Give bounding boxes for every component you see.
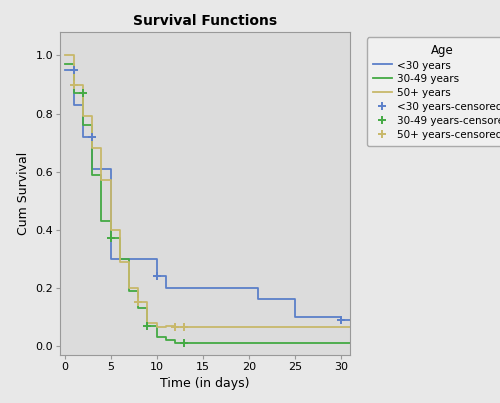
30-49 years (71, 91, 77, 96)
50+ years (163, 323, 169, 328)
50+ years (172, 325, 178, 330)
<30 years (71, 102, 77, 107)
<30 years (255, 297, 261, 302)
<30 years (163, 274, 169, 278)
50+ years (347, 325, 353, 330)
<30 years (255, 285, 261, 290)
50+ years (136, 285, 141, 290)
30-49 years (172, 338, 178, 343)
50+ years (182, 325, 188, 330)
30-49 years-censored (144, 323, 150, 328)
<30 years (338, 318, 344, 322)
30-49 years (144, 323, 150, 328)
30-49 years (126, 288, 132, 293)
30-49 years (347, 341, 353, 345)
30-49 years-censored (108, 236, 114, 241)
30-49 years (80, 123, 86, 128)
30-49 years (163, 338, 169, 343)
X-axis label: Time (in days): Time (in days) (160, 377, 250, 390)
50+ years (98, 178, 104, 183)
30-49 years-censored (80, 91, 86, 96)
30-49 years (154, 323, 160, 328)
30-49 years (136, 288, 141, 293)
Line: 50+ years-censored: 50+ years-censored (70, 80, 188, 331)
30-49 years (154, 335, 160, 340)
<30 years (292, 297, 298, 302)
Line: 30-49 years: 30-49 years (64, 64, 350, 343)
<30 years (89, 134, 95, 139)
50+ years (154, 320, 160, 325)
50+ years-censored (182, 325, 188, 330)
<30 years (163, 285, 169, 290)
50+ years (182, 325, 188, 330)
50+ years (163, 325, 169, 330)
50+ years (154, 325, 160, 330)
<30 years (80, 134, 86, 139)
50+ years-censored (71, 82, 77, 87)
50+ years (89, 146, 95, 151)
50+ years (144, 300, 150, 305)
30-49 years (108, 218, 114, 223)
30-49 years (182, 341, 188, 345)
50+ years (89, 114, 95, 119)
30-49 years (62, 62, 68, 66)
30-49 years (98, 218, 104, 223)
50+ years (144, 320, 150, 325)
30-49 years (108, 236, 114, 241)
<30 years (89, 166, 95, 171)
30-49 years (163, 335, 169, 340)
Line: <30 years: <30 years (64, 70, 350, 320)
50+ years (108, 227, 114, 232)
<30 years (154, 274, 160, 278)
<30 years (80, 102, 86, 107)
<30 years-censored (154, 274, 160, 278)
50+ years-censored (172, 325, 178, 330)
Y-axis label: Cum Survival: Cum Survival (17, 152, 30, 235)
30-49 years (98, 172, 104, 177)
<30 years-censored (338, 318, 344, 322)
50+ years (62, 53, 68, 58)
<30 years (108, 256, 114, 261)
Line: 50+ years: 50+ years (64, 56, 350, 327)
50+ years (117, 259, 123, 264)
Line: 30-49 years-censored: 30-49 years-censored (79, 89, 188, 347)
50+ years (80, 82, 86, 87)
50+ years (126, 285, 132, 290)
<30 years (292, 314, 298, 319)
30-49 years (71, 62, 77, 66)
Line: <30 years-censored: <30 years-censored (70, 66, 345, 324)
Legend: <30 years, 30-49 years, 50+ years, <30 years-censored, 30-49 years-censored, 50+: <30 years, 30-49 years, 50+ years, <30 y… (367, 37, 500, 146)
50+ years (108, 178, 114, 183)
<30 years (71, 68, 77, 73)
<30 years (338, 314, 344, 319)
50+ years (136, 300, 141, 305)
50+ years (71, 53, 77, 58)
<30 years-censored (71, 68, 77, 73)
50+ years (98, 146, 104, 151)
30-49 years (126, 256, 132, 261)
Title: Survival Functions: Survival Functions (133, 14, 277, 28)
30-49 years (117, 236, 123, 241)
50+ years (80, 114, 86, 119)
30-49 years (89, 123, 95, 128)
<30 years (154, 256, 160, 261)
30-49 years-censored (182, 341, 188, 345)
<30 years (108, 166, 114, 171)
<30 years (347, 318, 353, 322)
30-49 years (144, 306, 150, 311)
50+ years (117, 227, 123, 232)
<30 years-censored (89, 134, 95, 139)
30-49 years (89, 172, 95, 177)
30-49 years (182, 341, 188, 345)
50+ years (71, 82, 77, 87)
50+ years (126, 259, 132, 264)
30-49 years (117, 256, 123, 261)
<30 years (62, 68, 68, 73)
30-49 years (172, 341, 178, 345)
50+ years (172, 323, 178, 328)
30-49 years (80, 91, 86, 96)
50+ years-censored (136, 300, 141, 305)
30-49 years (136, 306, 141, 311)
